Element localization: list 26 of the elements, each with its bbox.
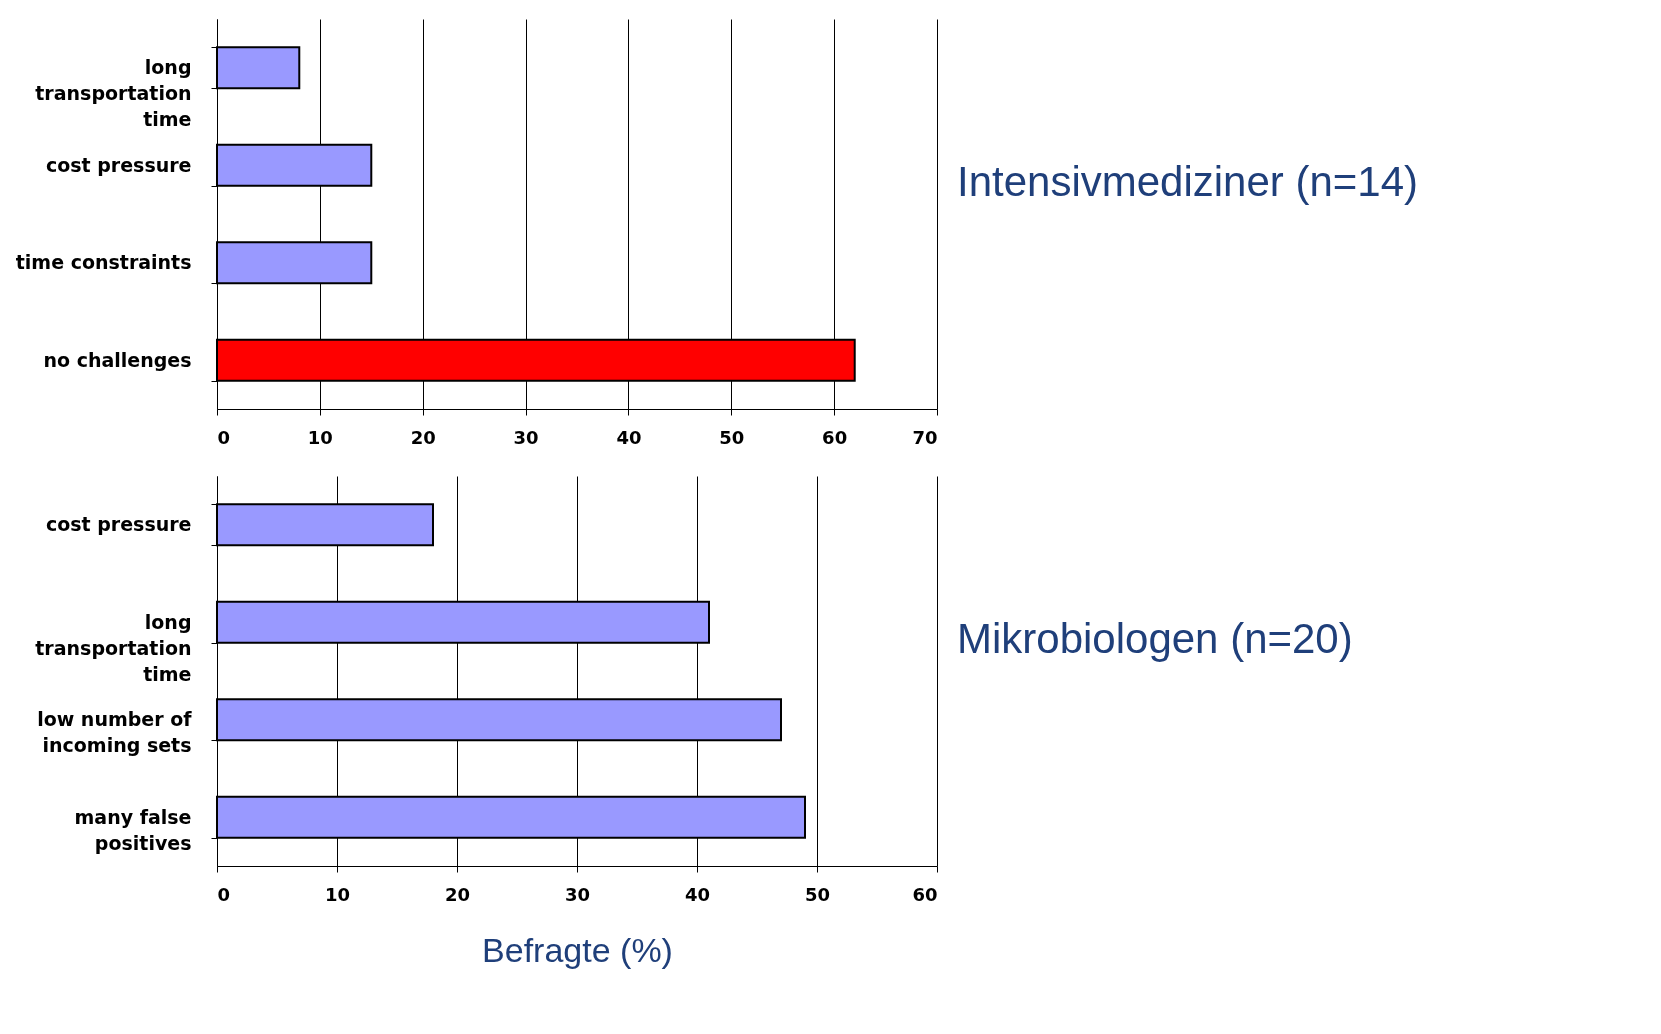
x-tick-label: 30: [513, 426, 539, 448]
y-tick-label: low number of incoming sets: [37, 708, 193, 757]
x-tick-label: 50: [719, 426, 745, 448]
y-tick-label: many false positives: [74, 805, 192, 854]
x-axis-title: Befragte (%): [482, 930, 673, 969]
text: Mikrobiologen (n=20): [957, 615, 1353, 662]
y-tick-label: time constraints: [15, 251, 192, 274]
x-tick-label: 20: [410, 426, 436, 448]
x-tick-label: 50: [804, 883, 831, 905]
y-tick-label: cost pressure: [45, 153, 192, 176]
text: Intensivmediziner (n=14): [957, 158, 1419, 205]
x-tick-label: 20: [444, 883, 471, 905]
x-tick-label: 40: [616, 426, 642, 448]
x-tick-label: 60: [822, 426, 848, 448]
y-tick-label: no challenges: [43, 348, 192, 371]
y-tick-label: long transportation time: [35, 56, 192, 131]
x-tick-label: 60: [912, 883, 938, 905]
y-tick-label: cost pressure: [45, 513, 192, 536]
x-tick-label: 10: [307, 426, 333, 448]
x-tick-label: 70: [912, 426, 938, 448]
x-tick-label: 30: [564, 883, 591, 905]
y-tick-label: long transportation time: [35, 610, 192, 685]
x-tick-label: 10: [324, 883, 351, 905]
x-tick-label: 40: [684, 883, 711, 905]
x-tick-label: 0: [217, 883, 231, 905]
x-tick-label: 0: [217, 426, 231, 448]
